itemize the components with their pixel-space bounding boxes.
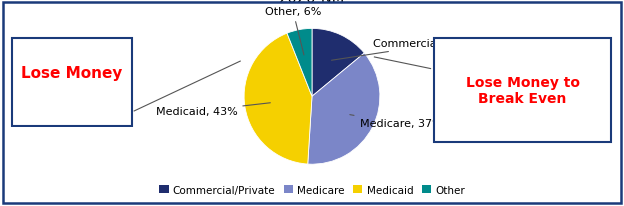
Text: Lose Money to
Break Even: Lose Money to Break Even [466,76,580,106]
Text: Medicaid, 43%: Medicaid, 43% [155,103,270,117]
Wedge shape [287,29,312,97]
Wedge shape [308,54,380,164]
Text: Lose Money: Lose Money [21,66,122,81]
Text: Medicare, 37%: Medicare, 37% [350,115,442,129]
Legend: Commercial/Private, Medicare, Medicaid, Other: Commercial/Private, Medicare, Medicaid, … [155,180,469,199]
Wedge shape [312,29,364,97]
Title: 2020-NM: 2020-NM [279,0,345,6]
Wedge shape [244,34,312,164]
Text: Other, 6%: Other, 6% [265,7,321,56]
Text: Commercial/Private 14%: Commercial/Private 14% [331,39,511,61]
FancyBboxPatch shape [12,39,132,126]
FancyBboxPatch shape [434,39,611,142]
